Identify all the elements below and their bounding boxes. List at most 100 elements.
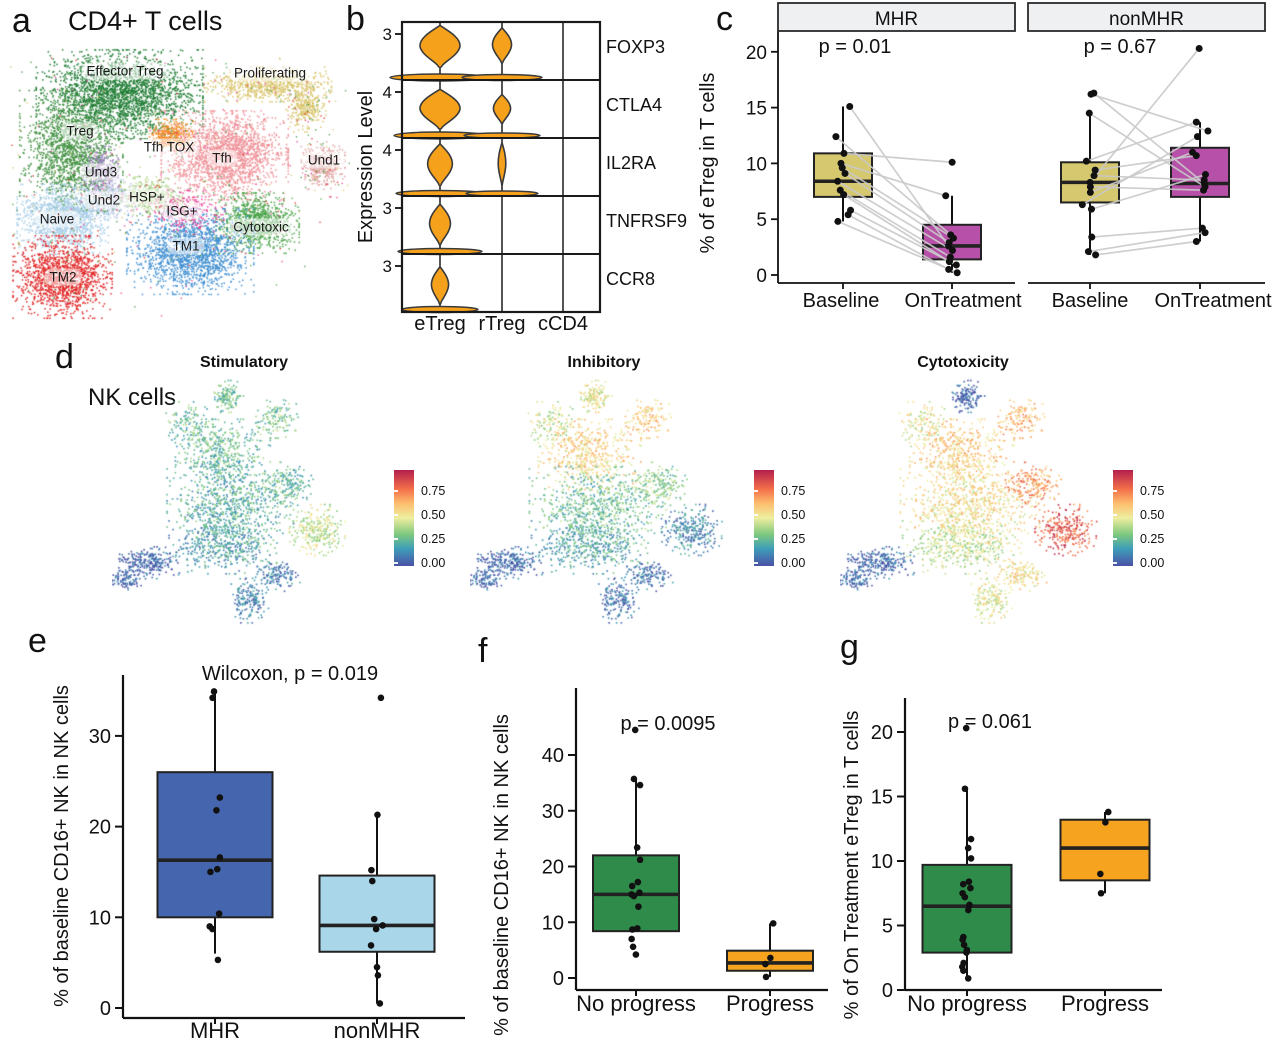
data-point: [1192, 238, 1200, 246]
data-point: [962, 724, 970, 732]
data-point: [207, 868, 214, 876]
pair-line: [837, 180, 953, 252]
pair-line: [837, 220, 958, 274]
data-point: [377, 694, 385, 702]
pair-line: [844, 172, 950, 244]
colorbar-tick-label: 0.50: [421, 508, 446, 523]
colorbar-tick-label: 0.00: [421, 556, 446, 571]
data-point: [959, 936, 966, 943]
data-point: [841, 169, 849, 177]
cluster-label-tfh-tox: Tfh TOX: [138, 138, 200, 156]
y-tick-label: 5: [882, 916, 893, 938]
y-tick-label: 0: [100, 998, 111, 1020]
colorbar-tick-mark: [754, 538, 758, 541]
data-point: [834, 217, 842, 225]
x-cat-label: Baseline: [1052, 290, 1129, 312]
cluster-label-tfh: Tfh: [207, 149, 237, 167]
data-point: [769, 920, 777, 927]
colorbar-tick-label: 0.25: [1140, 532, 1165, 547]
map-title-stimulatory: Stimulatory: [199, 354, 289, 371]
data-point: [1087, 205, 1095, 213]
data-point: [1085, 109, 1093, 117]
data-point: [966, 901, 973, 909]
data-point: [628, 935, 635, 943]
x-cat-label-mhr: MHR: [190, 1018, 240, 1042]
data-point: [846, 102, 854, 110]
data-point: [632, 951, 640, 958]
data-point: [964, 844, 972, 852]
colorbar-gradient: [394, 470, 414, 566]
gene-label-foxp3: FOXP3: [606, 37, 665, 57]
data-point: [1104, 808, 1112, 816]
panel-title: Wilcoxon, p = 0.019: [202, 663, 378, 685]
data-point: [210, 688, 218, 695]
violin-blob: [428, 202, 452, 246]
data-point: [1084, 248, 1092, 256]
data-point: [370, 915, 378, 923]
colorbar-stimulatory: 0.75 0.50 0.25 0.00: [394, 470, 454, 570]
pair-line: [843, 152, 953, 164]
gene-label-ctla4: CTLA4: [606, 95, 662, 115]
y-tick-label: 0: [882, 980, 893, 1002]
data-point: [965, 906, 972, 914]
data-point: [832, 133, 840, 141]
x-cat-label-etreg: eTreg: [414, 313, 466, 335]
data-point: [949, 234, 957, 242]
p-value-label: p = 0.67: [1084, 36, 1157, 58]
violin-ylabel: Expression Level: [355, 91, 377, 243]
colorbar-inhibitory: 0.75 0.50 0.25 0.00: [754, 470, 814, 570]
panel-c-letter: c: [716, 0, 733, 38]
cluster-label-und1: Und1: [302, 151, 346, 169]
cluster-label-und3: Und3: [79, 163, 123, 181]
c-ylabel: % of eTreg in T cells: [697, 73, 719, 254]
box: [1059, 818, 1151, 882]
data-point: [1092, 251, 1100, 259]
colorbar-tick-mark: [394, 562, 398, 565]
cluster-label-tm2: TM2: [44, 268, 82, 286]
data-point: [967, 855, 975, 862]
cluster-label-tm1: TM1: [167, 237, 205, 255]
colorbar-tick-label: 0.75: [1140, 484, 1165, 499]
box: [318, 874, 436, 953]
data-point: [216, 794, 224, 801]
y-tick-label: 15: [746, 99, 767, 120]
colorbar-tick-label: 0.25: [421, 532, 446, 547]
panel-f-letter: f: [478, 632, 488, 670]
data-point: [942, 192, 950, 200]
y-tick-label: 4: [383, 83, 392, 102]
data-point: [634, 878, 642, 886]
pair-line: [1088, 231, 1206, 253]
violin-blob: [497, 139, 507, 187]
colorbar-tick-mark: [1113, 562, 1117, 565]
colorbar-tick-label: 0.50: [781, 508, 806, 523]
data-point: [634, 925, 641, 932]
pair-line: [850, 209, 957, 266]
data-point: [372, 925, 380, 933]
data-point: [1192, 118, 1200, 126]
data-point: [1189, 148, 1197, 156]
colorbar-tick-mark: [1113, 514, 1117, 517]
colorbar-gradient: [1113, 470, 1133, 566]
violin-blob: [419, 24, 461, 69]
cluster-label-isg-: ISG+: [161, 202, 203, 220]
data-point: [1088, 233, 1096, 241]
data-point: [1086, 183, 1094, 191]
colorbar-tick-mark: [1113, 538, 1117, 541]
x-cat-label-no-progress: No progress: [576, 991, 696, 1016]
x-cat-label-rtreg: rTreg: [478, 313, 525, 335]
x-cat-label-no-progress: No progress: [907, 991, 1027, 1016]
data-point: [1201, 229, 1209, 237]
pair-line: [839, 189, 951, 258]
cluster-label-treg: Treg: [61, 122, 99, 140]
data-point: [953, 269, 961, 277]
p-value-label: p = 0.0095: [620, 713, 715, 735]
colorbar-tick-mark: [394, 514, 398, 517]
data-point: [214, 956, 222, 964]
map-title-inhibitory: Inhibitory: [567, 354, 641, 371]
data-point: [629, 943, 637, 951]
data-point: [767, 954, 774, 962]
data-point: [213, 865, 221, 873]
data-point: [1200, 186, 1208, 194]
cluster-label-cytotoxic: Cytotoxic: [228, 218, 294, 236]
